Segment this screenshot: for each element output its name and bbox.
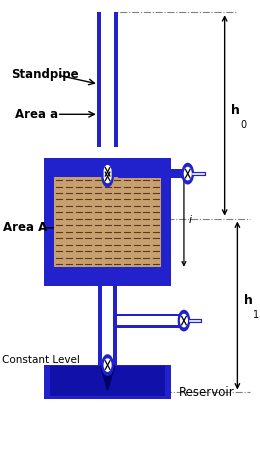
Circle shape — [104, 170, 111, 183]
Circle shape — [181, 314, 187, 327]
Bar — [101, 10, 114, 147]
Bar — [117, 316, 178, 325]
Bar — [50, 366, 165, 396]
Text: Area A: Area A — [3, 221, 48, 234]
Text: h: h — [244, 294, 253, 307]
Bar — [102, 286, 113, 365]
Circle shape — [102, 161, 113, 182]
Circle shape — [102, 355, 113, 375]
Text: h: h — [231, 104, 240, 117]
Bar — [44, 158, 171, 286]
Bar — [44, 365, 171, 399]
Text: Area a: Area a — [15, 108, 58, 121]
Circle shape — [104, 359, 111, 371]
Polygon shape — [101, 366, 115, 390]
Bar — [118, 169, 188, 178]
Text: i: i — [189, 215, 192, 225]
Bar — [98, 12, 118, 147]
Circle shape — [102, 166, 113, 186]
Circle shape — [182, 163, 193, 184]
Text: Reservoir: Reservoir — [179, 386, 235, 399]
Text: Standpipe: Standpipe — [11, 68, 79, 81]
Text: Constant Level: Constant Level — [2, 355, 80, 365]
Text: 1: 1 — [253, 310, 259, 320]
Text: 0: 0 — [240, 120, 246, 130]
Circle shape — [184, 167, 191, 180]
Bar — [117, 313, 184, 327]
Bar — [98, 286, 117, 365]
Circle shape — [104, 166, 111, 178]
Bar — [54, 177, 161, 267]
Circle shape — [178, 310, 190, 331]
